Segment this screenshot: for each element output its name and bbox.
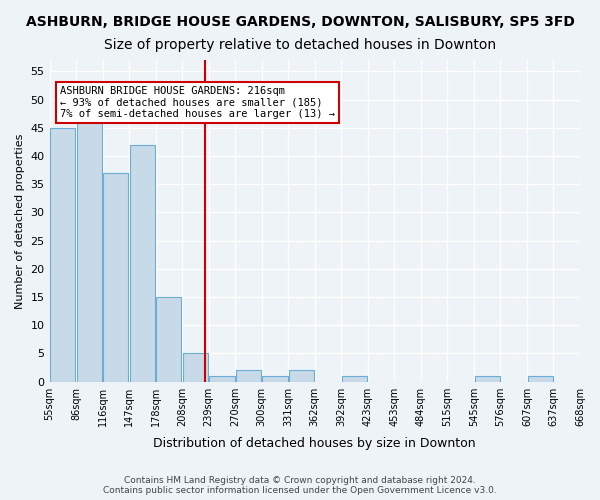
Bar xyxy=(183,354,208,382)
X-axis label: Distribution of detached houses by size in Downton: Distribution of detached houses by size … xyxy=(154,437,476,450)
Bar xyxy=(342,376,367,382)
Bar xyxy=(289,370,314,382)
Bar xyxy=(103,173,128,382)
Text: ASHBURN BRIDGE HOUSE GARDENS: 216sqm
← 93% of detached houses are smaller (185)
: ASHBURN BRIDGE HOUSE GARDENS: 216sqm ← 9… xyxy=(60,86,335,119)
Bar xyxy=(130,144,155,382)
Text: Contains HM Land Registry data © Crown copyright and database right 2024.
Contai: Contains HM Land Registry data © Crown c… xyxy=(103,476,497,495)
Bar xyxy=(475,376,500,382)
Bar xyxy=(262,376,287,382)
Bar xyxy=(209,376,235,382)
Bar xyxy=(236,370,261,382)
Y-axis label: Number of detached properties: Number of detached properties xyxy=(15,133,25,308)
Bar xyxy=(77,122,102,382)
Text: Size of property relative to detached houses in Downton: Size of property relative to detached ho… xyxy=(104,38,496,52)
Bar xyxy=(527,376,553,382)
Bar xyxy=(50,128,76,382)
Bar xyxy=(156,297,181,382)
Text: ASHBURN, BRIDGE HOUSE GARDENS, DOWNTON, SALISBURY, SP5 3FD: ASHBURN, BRIDGE HOUSE GARDENS, DOWNTON, … xyxy=(26,15,574,29)
